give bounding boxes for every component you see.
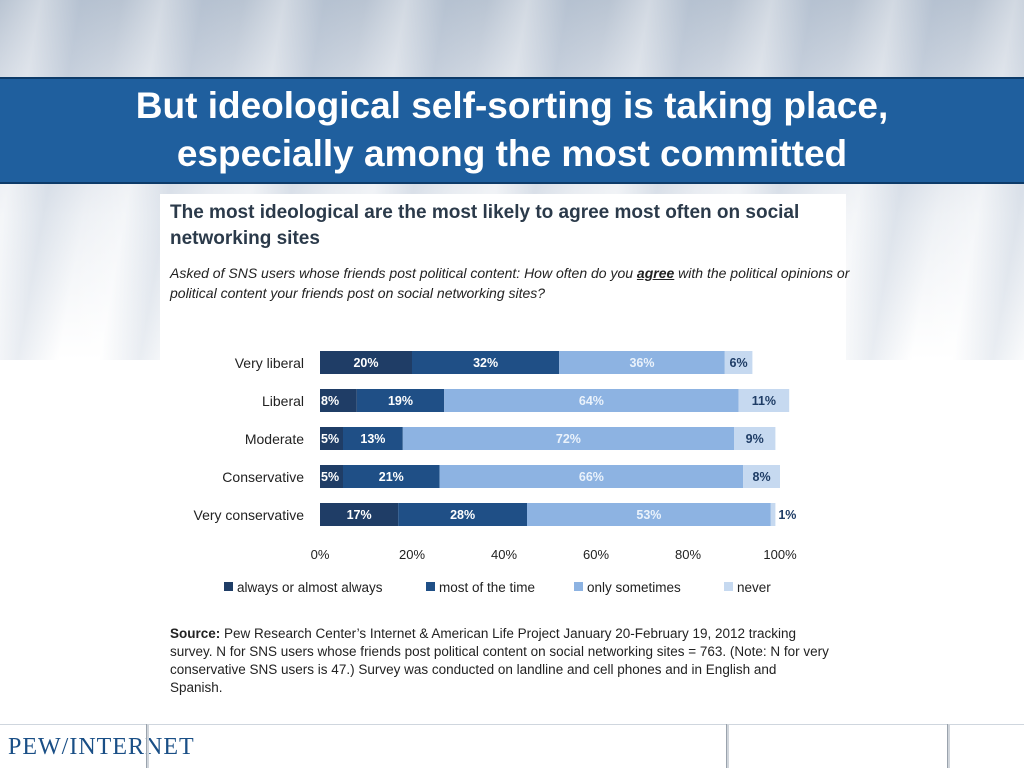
data-label: 32% <box>473 356 498 370</box>
category-label: Conservative <box>222 469 304 485</box>
chart-title: The most ideological are the most likely… <box>170 202 800 249</box>
data-label: 5% <box>321 432 339 446</box>
bar-segment <box>402 427 734 450</box>
data-label: 13% <box>360 432 385 446</box>
data-label: 72% <box>556 432 581 446</box>
x-tick-label: 40% <box>491 547 517 562</box>
bar-segment <box>527 503 771 526</box>
bar-segment <box>343 427 403 450</box>
data-label: 36% <box>629 356 654 370</box>
data-label: 1% <box>778 508 796 522</box>
category-label: Liberal <box>262 393 304 409</box>
bar-segment <box>320 465 343 488</box>
legend-label: most of the time <box>439 580 535 595</box>
bar-segment <box>320 351 412 374</box>
bar-segment <box>743 465 780 488</box>
data-label: 8% <box>753 470 771 484</box>
slide-title: But ideological self-sorting is taking p… <box>135 85 889 174</box>
stacked-bar-chart: Very liberal 20% 32% 36% 6% Liberal 8% 19% 64% 11… <box>194 351 797 595</box>
title-banner <box>0 77 1024 184</box>
bar-segment <box>444 389 739 412</box>
bar-segment <box>734 427 776 450</box>
data-label: 19% <box>388 394 413 408</box>
footer-bar <box>0 724 1024 769</box>
data-label: 66% <box>579 470 604 484</box>
bar-segment <box>559 351 725 374</box>
bar-segment <box>356 389 445 412</box>
bar-segment <box>439 465 744 488</box>
bar-segment <box>738 389 790 412</box>
source-label: Source: <box>170 626 221 641</box>
legend-label: only sometimes <box>587 580 681 595</box>
source-note: Source: Pew Research Center’s Internet &… <box>170 625 830 697</box>
x-tick-label: 0% <box>311 547 330 562</box>
x-tick-label: 20% <box>399 547 425 562</box>
source-text: Pew Research Center’s Internet & America… <box>170 626 829 695</box>
data-label: 20% <box>353 356 378 370</box>
legend-swatch <box>574 582 583 591</box>
bar-segment <box>724 351 753 374</box>
bar-segment <box>412 351 560 374</box>
subtitle-part-2: with the political opinions or political… <box>170 265 850 301</box>
bar-segment <box>320 427 343 450</box>
data-label: 6% <box>730 356 748 370</box>
bar-segment <box>320 389 357 412</box>
data-label: 21% <box>379 470 404 484</box>
legend-swatch <box>724 582 733 591</box>
category-label: Very conservative <box>194 507 305 523</box>
legend-label: never <box>737 580 771 595</box>
data-label: 17% <box>347 508 372 522</box>
data-label: 11% <box>752 394 776 408</box>
data-label: 53% <box>636 508 661 522</box>
chart-subtitle: Asked of SNS users whose friends post po… <box>170 263 850 303</box>
subtitle-emphasis: agree <box>636 265 675 281</box>
footer-divider <box>947 724 950 768</box>
bar-segment <box>320 503 399 526</box>
x-tick-label: 100% <box>763 547 797 562</box>
footer-divider <box>146 724 149 768</box>
data-label: 9% <box>746 432 764 446</box>
legend-swatch <box>224 582 233 591</box>
data-label: 8% <box>321 394 339 408</box>
data-label: 5% <box>321 470 339 484</box>
legend-label: always or almost always <box>237 580 383 595</box>
category-label: Moderate <box>245 431 304 447</box>
data-label: 64% <box>579 394 604 408</box>
bar-segment <box>398 503 527 526</box>
subtitle-part-1: Asked of SNS users whose friends post po… <box>170 265 637 281</box>
bar-segment <box>343 465 440 488</box>
data-label: 28% <box>450 508 475 522</box>
category-label: Very liberal <box>235 355 304 371</box>
pew-internet-logo: PEW/INTERNET <box>8 734 195 760</box>
legend-swatch <box>426 582 435 591</box>
x-tick-label: 60% <box>583 547 609 562</box>
x-tick-label: 80% <box>675 547 701 562</box>
footer-divider <box>726 724 729 768</box>
bar-segment <box>770 503 776 526</box>
